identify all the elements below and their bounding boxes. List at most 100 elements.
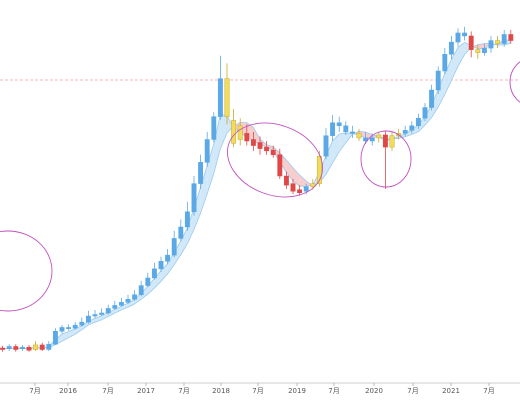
candle-body — [217, 78, 223, 117]
ma-band-segment — [431, 89, 439, 118]
candle — [508, 29, 514, 44]
candle — [270, 145, 276, 158]
candle — [33, 341, 39, 352]
candle — [224, 63, 230, 125]
candle-body — [501, 34, 507, 44]
candle-body — [316, 155, 322, 184]
candle — [72, 322, 78, 330]
candle-body — [310, 183, 316, 187]
candle — [409, 121, 415, 134]
candle-body — [290, 183, 296, 192]
candle-body — [211, 116, 217, 140]
candle — [66, 324, 72, 331]
candle-body — [468, 35, 474, 50]
candle-body — [475, 49, 481, 53]
candle-body — [422, 107, 428, 119]
ma-band-segment — [101, 312, 109, 320]
ma-band-segment — [62, 331, 69, 342]
x-tick-label: 2016 — [59, 387, 77, 395]
candle — [481, 43, 487, 56]
candle — [178, 219, 184, 242]
candle — [13, 344, 19, 352]
ma-band-segment — [299, 175, 307, 187]
candle — [59, 325, 65, 334]
candle — [19, 344, 25, 352]
candle — [46, 341, 52, 352]
ma-band-segment — [326, 140, 333, 175]
ma-band-segment — [425, 104, 432, 126]
ma-band-segment — [458, 42, 465, 67]
ma-band-segment — [88, 318, 95, 326]
candle-body — [303, 186, 309, 192]
ma-band-segment — [260, 139, 267, 148]
x-tick-label: 7月 — [328, 387, 339, 395]
candle — [468, 31, 474, 58]
candle — [435, 66, 441, 94]
candle — [501, 29, 507, 47]
x-tick-label: 7月 — [102, 387, 113, 395]
candle-body — [462, 32, 468, 37]
candle — [257, 136, 263, 155]
ma-line — [0, 42, 511, 350]
candle — [455, 28, 461, 47]
candle-body — [231, 120, 237, 144]
candle — [389, 131, 395, 151]
candle-body — [389, 135, 395, 148]
candle-body — [112, 305, 118, 309]
ma-band-segment — [207, 143, 214, 194]
candle-body — [66, 327, 72, 329]
candle-body — [481, 47, 487, 53]
candle — [382, 130, 388, 189]
candle-body — [409, 125, 415, 131]
highlight-circle — [226, 122, 324, 198]
x-tick-label: 7月 — [407, 387, 418, 395]
candle-body — [323, 135, 329, 157]
candle — [211, 112, 217, 143]
candle-body — [85, 315, 91, 323]
candle — [330, 115, 336, 142]
ma-band-segment — [293, 167, 300, 187]
candle-body — [495, 40, 501, 44]
candle — [415, 113, 421, 129]
candle — [39, 342, 45, 352]
candle-body — [165, 254, 171, 262]
candle-body — [13, 346, 19, 350]
candle-body — [343, 125, 349, 133]
candle — [323, 128, 329, 160]
candle-body — [224, 78, 230, 117]
candle — [151, 262, 157, 280]
candle — [145, 272, 151, 288]
candle-body — [330, 122, 336, 136]
ma-band-segment — [134, 293, 142, 304]
candle — [290, 179, 296, 195]
candle-body — [92, 314, 98, 317]
candle-body — [244, 133, 250, 142]
ma-band-segment — [114, 306, 122, 314]
candle — [495, 35, 501, 49]
x-tick-label: 2018 — [212, 387, 230, 395]
candle-body — [118, 302, 124, 306]
ma-band-segment — [339, 133, 346, 152]
candle — [0, 345, 6, 352]
candle — [422, 102, 428, 122]
ma-band-segment — [161, 263, 168, 282]
highlight-circle — [509, 61, 520, 103]
ma-band-segment — [75, 325, 82, 335]
ma-band-segment — [167, 252, 175, 274]
candle — [132, 290, 138, 301]
candle — [475, 45, 481, 59]
candle — [237, 118, 243, 146]
candle-body — [257, 142, 263, 149]
x-axis: 7月 2016 7月 2017 7月 2018 7月 2019 7月 2020 7月 2021 7月 — [29, 383, 495, 395]
candle-body — [191, 183, 197, 213]
candle-body — [237, 125, 243, 140]
candle-body — [132, 294, 138, 300]
candle — [125, 294, 131, 304]
candle-body — [349, 131, 355, 134]
ma-band-segment — [398, 133, 406, 139]
candle-body — [39, 344, 45, 350]
ma-band-segment — [227, 115, 234, 133]
candle-body — [6, 346, 12, 350]
candle — [448, 35, 454, 59]
